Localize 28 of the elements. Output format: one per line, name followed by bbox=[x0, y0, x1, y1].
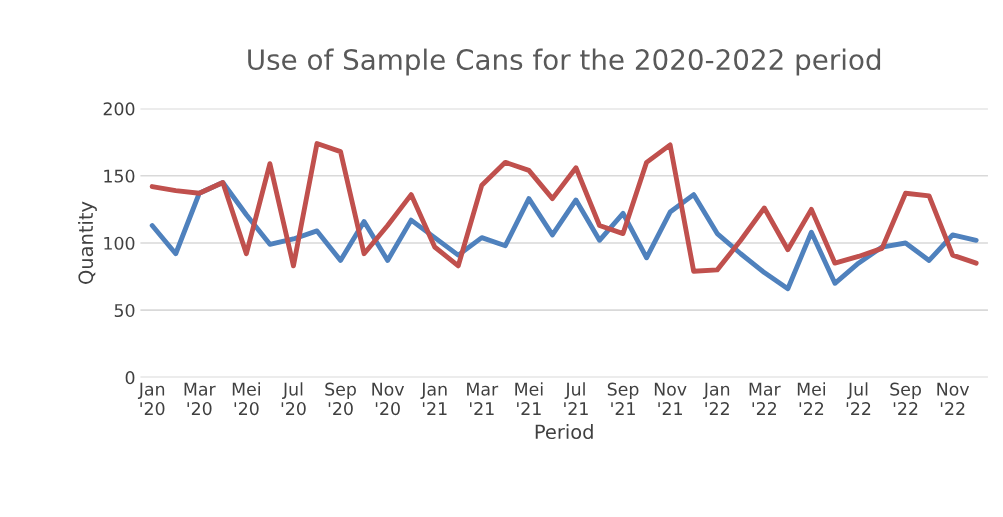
y-axis-title: Quantity bbox=[78, 201, 97, 284]
y-tick-label: 150 bbox=[104, 169, 135, 183]
x-tick-label: Sep '20 bbox=[325, 382, 356, 416]
y-tick-label: 100 bbox=[104, 236, 135, 250]
x-axis-title: Period bbox=[535, 424, 593, 440]
x-tick-label: Jul '20 bbox=[281, 382, 306, 416]
y-tick-label: 200 bbox=[103, 102, 135, 116]
x-tick-label: Mei '21 bbox=[515, 382, 543, 415]
x-tick-label: Mar '22 bbox=[749, 382, 781, 415]
x-tick-label: Mei '20 bbox=[232, 382, 260, 416]
x-tick-label: Sep '22 bbox=[890, 382, 921, 415]
x-tick-label: Sep '21 bbox=[607, 382, 639, 415]
x-tick-label: Mar '20 bbox=[184, 382, 216, 416]
x-tick-label: Jan '22 bbox=[702, 382, 730, 415]
x-tick-label: Nov '20 bbox=[372, 382, 405, 416]
y-tick-label: 0 bbox=[125, 371, 135, 385]
x-tick-label: Mar '21 bbox=[467, 382, 499, 415]
x-tick-label: Jan '21 bbox=[420, 382, 447, 415]
line-series bbox=[149, 180, 979, 292]
y-tick-label: 50 bbox=[114, 303, 135, 318]
x-tick-label: Nov '22 bbox=[937, 382, 970, 415]
x-tick-label: Nov '21 bbox=[654, 382, 687, 415]
line-series bbox=[149, 141, 979, 274]
x-tick-label: Mei '22 bbox=[797, 382, 825, 415]
chart-title: Use of Sample Cans for the 2020-2022 period bbox=[248, 48, 881, 76]
x-tick-label: Jul '22 bbox=[846, 382, 871, 415]
x-tick-label: Jan '20 bbox=[137, 382, 165, 416]
x-tick-label: Jul '21 bbox=[564, 382, 588, 415]
